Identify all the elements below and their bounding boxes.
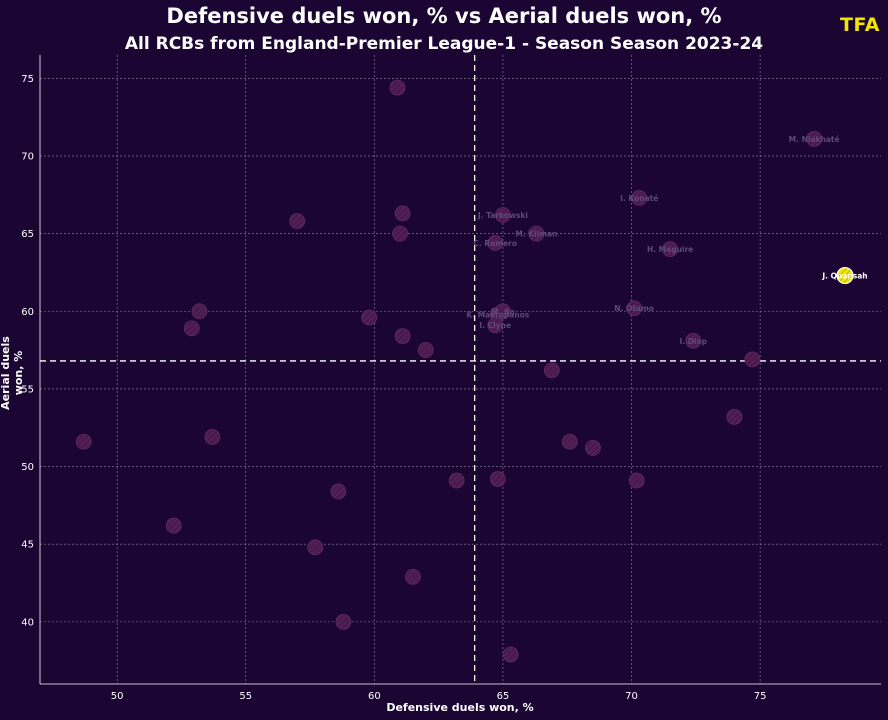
data-point [489, 471, 506, 487]
y-tick-label: 45 [21, 540, 34, 551]
data-point [495, 207, 511, 223]
data-point [685, 332, 702, 349]
y-tick-label: 55 [21, 384, 34, 395]
x-tick-label: 60 [368, 691, 381, 702]
data-point [335, 613, 352, 630]
data-point [392, 225, 408, 242]
highlight-point [836, 266, 854, 285]
data-point [561, 433, 578, 450]
data-point [389, 79, 406, 96]
y-tick-label: 65 [21, 229, 34, 240]
x-tick-label: 50 [111, 691, 124, 702]
data-point [165, 517, 182, 534]
y-tick-label: 40 [21, 617, 34, 628]
data-point [405, 568, 421, 585]
data-point [307, 539, 324, 556]
data-point [394, 205, 411, 222]
y-tick-label: 75 [21, 74, 34, 85]
data-point [543, 362, 560, 379]
data-point [628, 472, 645, 489]
y-tick-label: 70 [21, 151, 34, 162]
data-point [330, 483, 347, 500]
data-point [394, 328, 411, 345]
point-label: J. Quansah [821, 272, 867, 281]
data-point [528, 225, 545, 242]
point-label: J. Tarkowski [477, 211, 528, 220]
data-point [662, 241, 679, 258]
data-point [361, 309, 378, 326]
x-tick-label: 70 [625, 691, 638, 702]
data-point [289, 213, 306, 230]
point-label: M. Niakhaté [789, 135, 840, 144]
data-point [191, 303, 208, 320]
data-point [626, 300, 643, 317]
point-label: H. Maguire [647, 245, 693, 254]
y-tick-label: 60 [21, 307, 34, 318]
data-point [448, 472, 465, 489]
tfa-logo: TFA [840, 14, 880, 36]
chart-subtitle: All RCBs from England-Premier League-1 -… [124, 34, 764, 54]
y-axis-label: Aerial duels won, % [0, 336, 25, 410]
data-point [806, 130, 823, 147]
point-label: M. Kilman [515, 230, 557, 239]
point-label: I. Diop [679, 337, 707, 346]
y-tick-label: 50 [21, 462, 34, 473]
data-point [631, 189, 648, 206]
data-point [417, 342, 434, 358]
data-point [585, 440, 601, 456]
data-point [495, 303, 511, 320]
point-label: I. Konaté [620, 194, 658, 203]
chart-title: Defensive duels won, % vs Aerial duels w… [166, 4, 722, 28]
data-point [726, 408, 743, 425]
data-point [487, 317, 504, 334]
data-point [502, 646, 519, 663]
point-label: C. Romero [473, 239, 517, 248]
x-tick-label: 75 [754, 691, 767, 702]
x-axis-label: Defensive duels won, % [386, 701, 534, 714]
x-tick-label: 55 [239, 691, 252, 702]
data-point [183, 320, 200, 337]
x-tick-label: 65 [497, 691, 510, 702]
point-label: N. Otamo [614, 304, 654, 313]
data-point [487, 235, 504, 251]
point-label: M. Bo [491, 307, 515, 316]
point-label: K. Mavropanos [466, 310, 529, 319]
point-label: I. Clyne [479, 321, 511, 330]
data-point [744, 351, 761, 368]
data-point [75, 433, 92, 450]
data-point [204, 429, 221, 445]
